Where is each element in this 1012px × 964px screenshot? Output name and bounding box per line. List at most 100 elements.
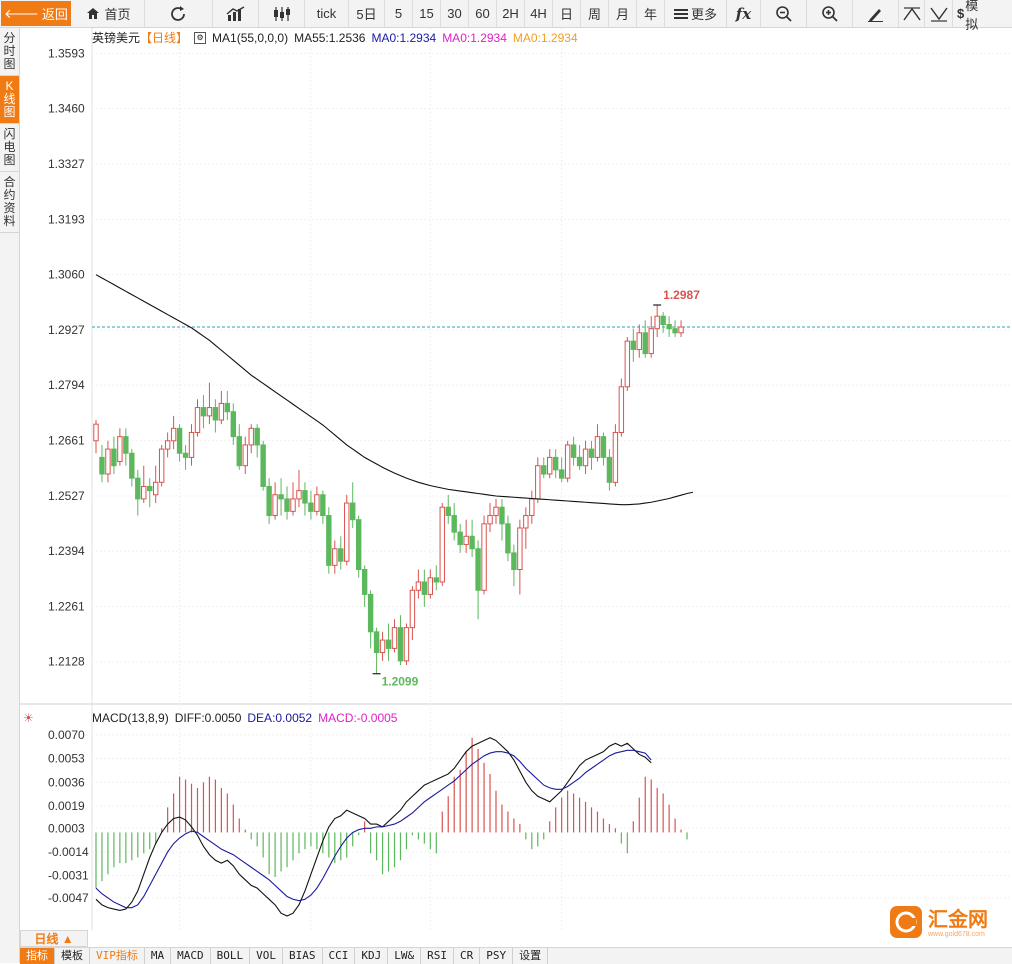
indicator-tab-10[interactable]: LW& xyxy=(388,948,422,964)
candle-down xyxy=(129,452,135,479)
indicator-tab-1[interactable]: 模板 xyxy=(55,948,90,964)
candle-up xyxy=(529,498,535,517)
candle-up xyxy=(93,423,99,442)
price-tick-label: 1.3060 xyxy=(48,268,85,282)
candle-down xyxy=(421,581,428,595)
candle-down xyxy=(326,515,332,566)
macd-tick-label: 0.0003 xyxy=(48,821,85,835)
triangle-down-button[interactable] xyxy=(925,0,953,27)
simulate-button[interactable]: $ 模拟 xyxy=(953,0,995,32)
period-2h[interactable]: 2H xyxy=(497,0,525,27)
period-month[interactable]: 月 xyxy=(609,0,637,27)
more-button[interactable]: 更多 xyxy=(665,0,727,27)
macd-tick-label: 0.0019 xyxy=(48,799,85,813)
candle-down xyxy=(570,444,577,458)
period-5day[interactable]: 5日 xyxy=(349,0,385,27)
candle-down xyxy=(541,465,547,475)
formula-button[interactable]: fx xyxy=(727,0,761,27)
macd-diff: DIFF:0.0050 xyxy=(174,711,242,725)
period-30min[interactable]: 30 xyxy=(441,0,469,27)
indicator-tab-12[interactable]: CR xyxy=(454,948,481,964)
candle-up xyxy=(427,577,434,595)
macd-tick-label: 0.0070 xyxy=(48,728,85,742)
kline-chart[interactable]: 1.3593 1.3460 1.3327 1.3193 1.3060 1.2927 1.27… xyxy=(20,28,1012,930)
symbol-name: 英镑美元 xyxy=(92,31,141,45)
top-toolbar: 🡐 返回 首页 tick 5日 5 15 30 60 2H 4H 日 周 月 年… xyxy=(0,0,1012,32)
ma0-value-blue: MA0:1.2934 xyxy=(371,30,437,45)
period-label: 【日线】 xyxy=(140,31,189,45)
candle-down xyxy=(666,324,672,330)
left-tab-0[interactable]: 分时图 xyxy=(0,28,19,76)
period-60min[interactable]: 60 xyxy=(469,0,497,27)
time-axis-label: 2025/01 xyxy=(291,929,335,930)
home-button[interactable]: 首页 xyxy=(73,0,145,27)
period-day[interactable]: 日 xyxy=(553,0,581,27)
more-label: 更多 xyxy=(690,7,717,22)
triangle-up-button[interactable] xyxy=(899,0,925,27)
macd-dea: DEA:0.0052 xyxy=(247,711,313,725)
candle-up xyxy=(547,456,553,475)
back-label: 返回 xyxy=(41,7,68,22)
indicator-tab-2[interactable]: VIP指标 xyxy=(90,948,145,964)
indicator-tab-9[interactable]: KDJ xyxy=(355,948,389,964)
candle-down xyxy=(475,548,481,591)
price-tick-label: 1.2128 xyxy=(48,655,85,669)
period-tick[interactable]: tick xyxy=(305,0,349,27)
period-4h[interactable]: 4H xyxy=(525,0,553,27)
indicator-chart-button[interactable] xyxy=(213,0,259,27)
candle-up xyxy=(344,502,350,562)
candle-down xyxy=(552,456,559,471)
macd-settings-icon[interactable]: ☀ xyxy=(23,711,34,725)
indicator-tab-8[interactable]: CCI xyxy=(323,948,356,964)
period-15min[interactable]: 15 xyxy=(413,0,441,27)
indicator-tab-13[interactable]: PSY xyxy=(480,948,514,964)
candle-down xyxy=(236,436,242,467)
macd-value: MACD:-0.0005 xyxy=(318,711,398,725)
candle-up xyxy=(164,440,171,450)
candle-up xyxy=(272,494,278,517)
zoom-out-button[interactable] xyxy=(761,0,807,27)
indicator-tab-11[interactable]: RSI xyxy=(421,948,454,964)
candle-up xyxy=(517,527,523,571)
left-tab-2[interactable]: 闪电图 xyxy=(0,124,19,172)
macd-tick-label: 0.0036 xyxy=(48,775,85,789)
candle-down xyxy=(451,515,457,533)
left-tab-3[interactable]: 合约资料 xyxy=(0,172,19,233)
simulate-label: 模拟 xyxy=(965,0,979,32)
brand-name: 汇金网 xyxy=(928,909,988,931)
candle-down xyxy=(588,448,595,458)
indicator-tab-6[interactable]: VOL xyxy=(250,948,283,964)
indicator-tab-3[interactable]: MA xyxy=(145,948,172,964)
draw-button[interactable] xyxy=(853,0,899,27)
candle-up xyxy=(242,444,248,467)
price-tick-label: 1.2527 xyxy=(48,489,85,503)
candle-down xyxy=(660,315,666,326)
back-arrow-icon: 🡐 xyxy=(4,5,39,21)
candle-down xyxy=(99,456,105,475)
period-5min[interactable]: 5 xyxy=(385,0,413,27)
indicator-tab-0[interactable]: 指标 xyxy=(20,948,55,964)
candle-up xyxy=(296,490,302,500)
back-button[interactable]: 🡐 返回 xyxy=(1,1,71,26)
zoom-in-button[interactable] xyxy=(807,0,853,27)
macd-tick-label: -0.0014 xyxy=(48,845,89,859)
candle-down xyxy=(147,485,153,492)
indicator-tab-7[interactable]: BIAS xyxy=(283,948,323,964)
ma-settings-icon[interactable]: ⚙ xyxy=(194,31,207,44)
candle-down xyxy=(499,506,505,525)
candlestick-style-button[interactable] xyxy=(259,0,305,27)
candle-up xyxy=(636,332,642,350)
candle-down xyxy=(606,456,613,483)
candle-down xyxy=(600,436,607,458)
menu-icon xyxy=(673,8,688,20)
indicator-tab-14[interactable]: 设置 xyxy=(513,948,549,964)
candle-up xyxy=(612,431,619,483)
refresh-button[interactable] xyxy=(145,0,213,27)
period-year[interactable]: 年 xyxy=(637,0,665,27)
indicator-tab-4[interactable]: MACD xyxy=(171,948,211,964)
indicator-tab-5[interactable]: BOLL xyxy=(211,948,251,964)
period-week[interactable]: 周 xyxy=(581,0,609,27)
period-selector[interactable]: 日线 ▲ xyxy=(20,930,88,947)
candle-down xyxy=(505,523,511,554)
